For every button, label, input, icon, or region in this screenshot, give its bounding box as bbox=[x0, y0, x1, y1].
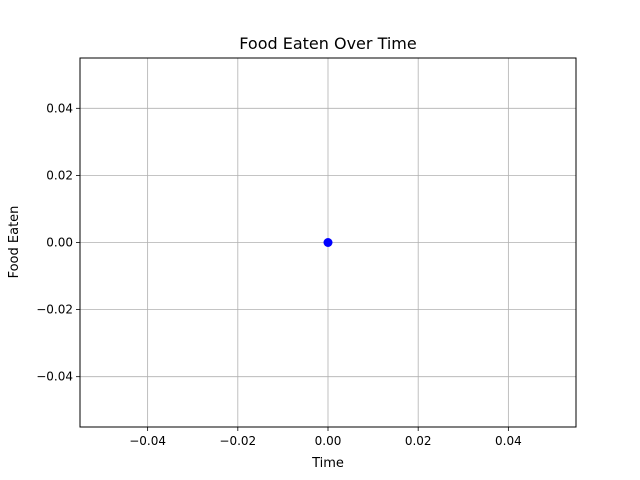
y-axis-ticks: −0.04 −0.02 0.00 0.02 0.04 bbox=[36, 101, 80, 384]
grid-lines bbox=[80, 58, 576, 427]
chart-title: Food Eaten Over Time bbox=[239, 34, 416, 53]
x-tick-label: −0.02 bbox=[219, 434, 256, 448]
data-points bbox=[323, 238, 333, 247]
x-tick-label: 0.00 bbox=[315, 434, 342, 448]
x-tick-label: 0.04 bbox=[495, 434, 522, 448]
y-tick-label: −0.02 bbox=[36, 303, 73, 317]
y-tick-label: −0.04 bbox=[36, 370, 73, 384]
x-tick-label: −0.04 bbox=[129, 434, 166, 448]
x-tick-label: 0.02 bbox=[405, 434, 432, 448]
y-tick-label: 0.02 bbox=[46, 168, 73, 182]
data-point bbox=[323, 238, 333, 247]
y-tick-label: 0.04 bbox=[46, 101, 73, 115]
x-axis-ticks: −0.04 −0.02 0.00 0.02 0.04 bbox=[129, 427, 522, 448]
x-axis-label: Time bbox=[311, 456, 344, 471]
y-axis-label: Food Eaten bbox=[7, 206, 22, 279]
y-tick-label: 0.00 bbox=[46, 236, 73, 250]
